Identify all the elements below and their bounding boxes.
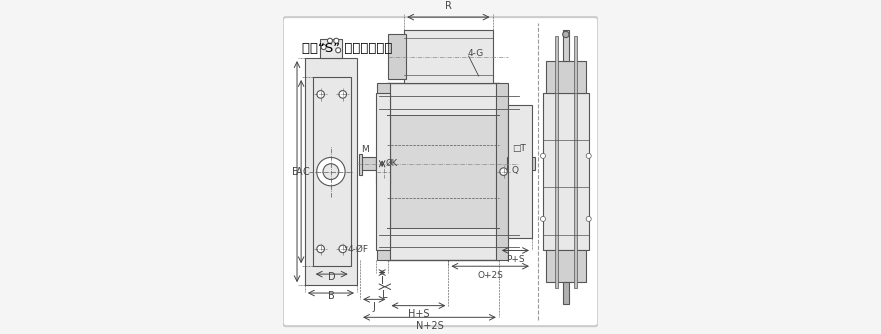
Text: L: L: [382, 290, 388, 300]
Text: N+2S: N+2S: [416, 321, 443, 331]
Text: I: I: [381, 276, 383, 286]
Text: 注：“S” 為缸的總行程: 注：“S” 為缸的總行程: [302, 42, 392, 55]
Bar: [320, 39, 342, 58]
Bar: [404, 30, 492, 84]
Circle shape: [334, 38, 339, 43]
Text: E: E: [292, 167, 298, 177]
Bar: [313, 77, 351, 266]
Bar: [360, 157, 376, 170]
Bar: [387, 84, 499, 260]
Text: O+2S: O+2S: [478, 271, 503, 280]
Circle shape: [540, 216, 545, 221]
Circle shape: [323, 164, 339, 179]
Text: 4-G: 4-G: [467, 49, 484, 58]
Circle shape: [317, 157, 345, 186]
Bar: [387, 115, 499, 228]
Circle shape: [322, 44, 326, 49]
Text: P+S: P+S: [506, 255, 524, 264]
Text: H+S: H+S: [408, 309, 429, 319]
Bar: [563, 30, 569, 61]
Text: J: J: [373, 303, 375, 313]
Text: D: D: [328, 272, 336, 282]
Bar: [546, 250, 586, 282]
Circle shape: [336, 48, 341, 53]
Bar: [555, 36, 558, 288]
Circle shape: [317, 245, 324, 253]
Text: C: C: [302, 167, 309, 177]
Bar: [376, 93, 390, 250]
Text: M: M: [361, 145, 368, 154]
Bar: [507, 157, 535, 170]
Text: ØK: ØK: [385, 159, 397, 168]
Bar: [574, 36, 577, 288]
Bar: [376, 159, 390, 184]
Text: 4-ØF: 4-ØF: [347, 244, 368, 254]
Text: R: R: [445, 1, 452, 11]
FancyBboxPatch shape: [283, 17, 598, 326]
Circle shape: [586, 216, 591, 221]
Circle shape: [540, 153, 545, 158]
Circle shape: [586, 153, 591, 158]
Bar: [305, 58, 357, 285]
Circle shape: [317, 91, 324, 98]
Circle shape: [500, 168, 507, 175]
Bar: [496, 84, 508, 260]
Bar: [389, 34, 406, 78]
Bar: [543, 93, 589, 250]
Bar: [359, 154, 362, 175]
Circle shape: [339, 91, 346, 98]
Text: □T: □T: [512, 144, 526, 153]
Text: A: A: [296, 167, 302, 177]
Bar: [508, 106, 532, 238]
Text: Q: Q: [512, 166, 519, 175]
Bar: [563, 282, 569, 304]
Circle shape: [563, 31, 569, 38]
Text: B: B: [328, 291, 334, 301]
Bar: [546, 61, 586, 93]
Circle shape: [380, 168, 388, 175]
Bar: [377, 84, 390, 260]
Circle shape: [328, 38, 332, 43]
Circle shape: [339, 245, 346, 253]
